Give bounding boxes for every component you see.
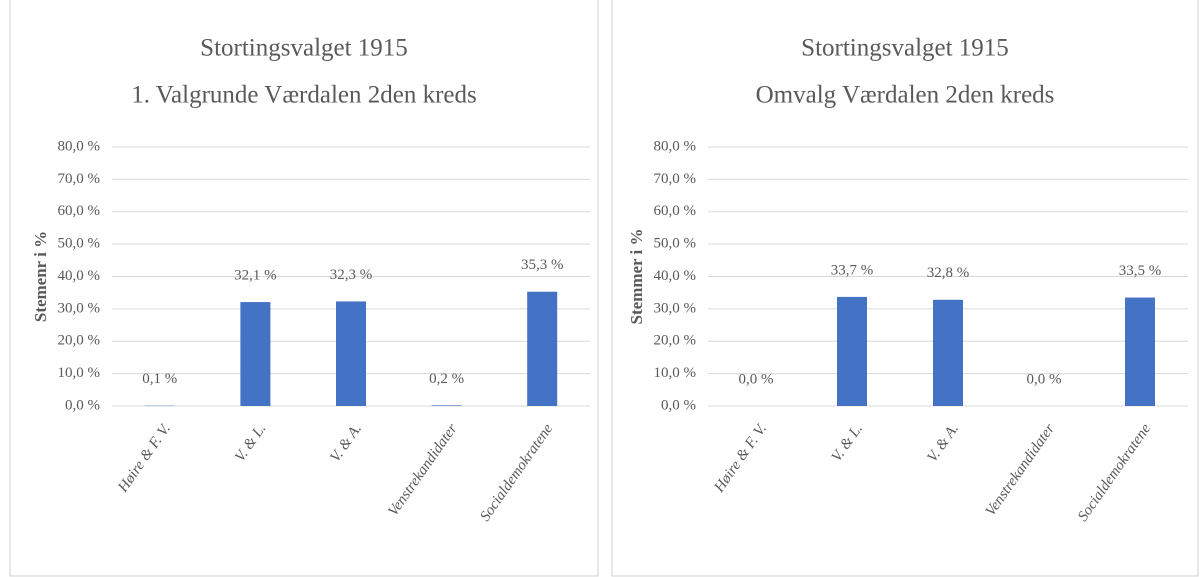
y-tick-label: 50,0 % [654,236,697,252]
value-label: 33,7 % [831,262,874,278]
y-tick-label: 70,0 % [58,171,101,187]
x-tick-label: V. & L. [232,421,269,465]
value-label: 0,0 % [1027,371,1062,387]
bar [1125,297,1155,406]
chart-title: Stortingsvalget 1915 [200,35,408,62]
y-tick-label: 0,0 % [65,397,100,413]
chart-subtitle: 1. Valgrunde Værdalen 2den kreds [131,82,477,109]
chart-title: Stortingsvalget 1915 [801,35,1009,62]
y-tick-label: 20,0 % [58,333,101,349]
y-tick-label: 20,0 % [654,333,697,349]
y-tick-label: 0,0 % [661,397,696,413]
y-axis-label: Stemmer i % [627,229,646,325]
bar [933,299,963,406]
x-tick-label: V. & A. [924,421,962,465]
x-tick-label: Socialdemokratene [1075,421,1154,525]
x-tick-label: Høire & F. V. [115,421,174,496]
y-tick-label: 40,0 % [654,268,697,284]
value-label: 0,0 % [739,371,774,387]
x-tick-label: V. & L. [829,421,866,465]
x-tick-label: Socialdemokratene [477,421,556,525]
y-tick-label: 70,0 % [654,171,697,187]
y-tick-label: 80,0 % [58,138,101,154]
value-label: 32,1 % [234,268,277,284]
x-tick-label: Høire & F. V. [711,421,770,496]
bar [527,291,558,406]
y-tick-label: 10,0 % [58,365,101,381]
value-label: 33,5 % [1119,263,1162,279]
value-label: 32,3 % [330,267,373,283]
y-tick-label: 60,0 % [58,203,101,219]
y-tick-label: 60,0 % [654,203,697,219]
bar [837,296,867,406]
bar [336,301,366,406]
y-tick-label: 30,0 % [58,300,101,316]
value-label: 35,3 % [521,257,564,273]
y-tick-label: 30,0 % [654,300,697,316]
value-label: 0,1 % [142,371,177,387]
value-label: 32,8 % [927,265,970,281]
x-tick-label: Venstrekandidater [983,421,1058,519]
chart-subtitle: Omvalg Værdalen 2den kreds [756,82,1055,109]
y-axis-label: Stemenr i % [31,231,50,322]
chart-frame [9,0,599,577]
y-tick-label: 40,0 % [58,268,101,284]
y-tick-label: 80,0 % [654,138,697,154]
value-label: 0,2 % [429,371,464,387]
y-tick-label: 10,0 % [654,365,697,381]
bar [240,302,271,406]
y-tick-label: 50,0 % [58,236,101,252]
x-tick-label: V. & A. [327,421,365,465]
bar [431,405,462,406]
x-tick-label: Venstrekandidater [385,421,460,519]
chart-frame [611,0,1199,577]
